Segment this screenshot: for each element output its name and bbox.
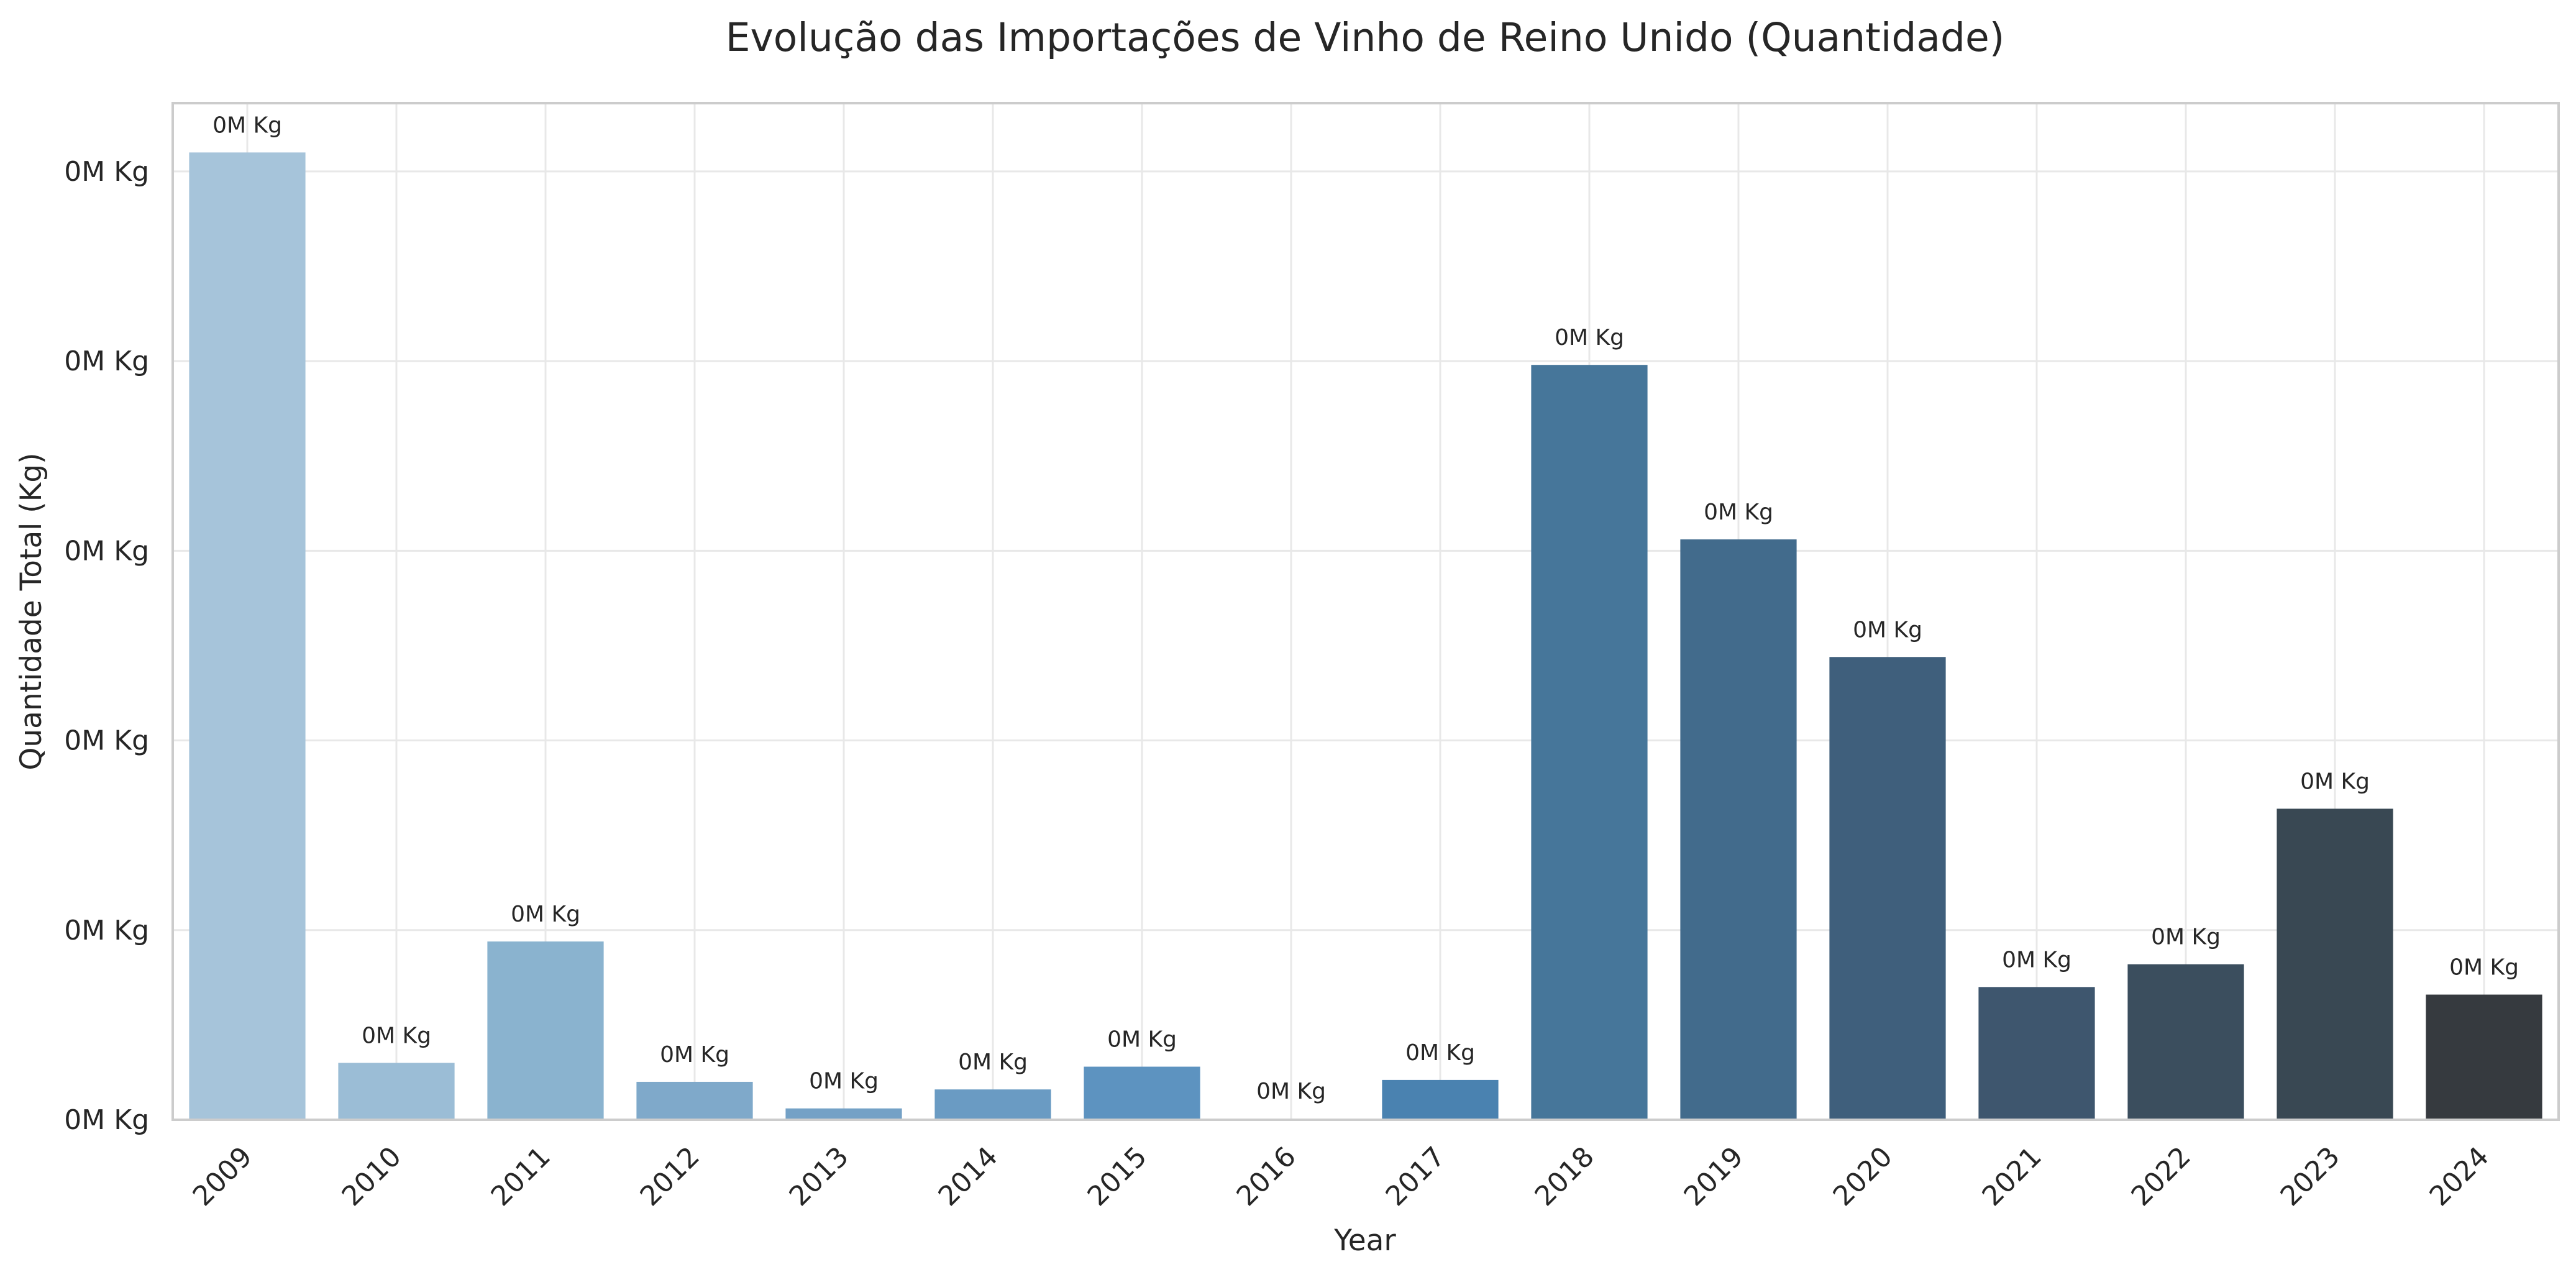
x-tick-label: 2019 [1678, 1141, 1750, 1212]
y-tick-label: 0M Kg [64, 346, 149, 377]
data-label-2024: 0M Kg [2449, 955, 2519, 981]
x-tick-label: 2024 [2424, 1141, 2495, 1212]
data-labels: 0M Kg 0M Kg 0M Kg 0M Kg 0M Kg 0M Kg 0M Kg 0M Kg… [212, 112, 2519, 1104]
x-tick-label: 2017 [1380, 1141, 1451, 1212]
data-label-2011: 0M Kg [511, 902, 580, 927]
x-tick-label: 2020 [1827, 1141, 1899, 1212]
data-label-2009: 0M Kg [212, 112, 282, 138]
bar-2012 [636, 1081, 753, 1120]
chart-title: Evolução das Importações de Vinho de Rei… [726, 15, 2005, 60]
x-tick-label: 2009 [187, 1141, 258, 1212]
y-tick-label: 0M Kg [64, 156, 149, 188]
data-label-2010: 0M Kg [362, 1023, 431, 1048]
bars [189, 152, 2542, 1120]
x-tick-label: 2014 [933, 1141, 1004, 1212]
data-label-2023: 0M Kg [2300, 769, 2370, 794]
bar-2020 [1829, 657, 1946, 1120]
y-tick-label: 0M Kg [64, 725, 149, 757]
bar-2009 [189, 152, 306, 1120]
data-label-2020: 0M Kg [1853, 617, 1922, 643]
x-tick-label: 2023 [2275, 1141, 2346, 1212]
data-label-2019: 0M Kg [1704, 500, 1773, 525]
bar-2023 [2277, 808, 2393, 1120]
data-label-2018: 0M Kg [1555, 325, 1624, 350]
bar-2017 [1382, 1079, 1499, 1120]
x-tick-label: 2011 [485, 1141, 557, 1212]
y-axis-label: Quantidade Total (Kg) [14, 452, 48, 770]
y-tick-label: 0M Kg [64, 1104, 149, 1136]
bar-2024 [2426, 994, 2542, 1120]
bar-2010 [338, 1063, 455, 1120]
x-tick-label: 2018 [1529, 1141, 1601, 1212]
x-axis-label: Year [1333, 1224, 1396, 1258]
grid-lines [173, 103, 2559, 1121]
data-label-2014: 0M Kg [958, 1050, 1028, 1075]
bar-2021 [1978, 987, 2095, 1120]
x-tick-label: 2015 [1082, 1141, 1153, 1212]
x-tick-label: 2021 [1976, 1141, 2048, 1212]
bar-2019 [1680, 539, 1797, 1120]
bar-2013 [785, 1108, 902, 1120]
bar-2011 [487, 941, 604, 1120]
y-tick-label: 0M Kg [64, 535, 149, 567]
data-label-2012: 0M Kg [660, 1042, 729, 1068]
bar-2018 [1531, 365, 1648, 1120]
x-tick-label: 2016 [1231, 1141, 1302, 1212]
data-label-2013: 0M Kg [809, 1069, 879, 1094]
x-tick-label: 2010 [336, 1141, 408, 1212]
x-axis-ticks: 2009 2010 2011 2012 2013 2014 2015 2016 2017 2018… [187, 1141, 2495, 1212]
plot-frame [171, 102, 2560, 1121]
bar-2022 [2127, 964, 2244, 1120]
bar-2014 [934, 1089, 1051, 1120]
x-tick-label: 2013 [783, 1141, 855, 1212]
data-label-2015: 0M Kg [1107, 1027, 1177, 1053]
bar-2015 [1084, 1066, 1200, 1120]
x-tick-label: 2012 [634, 1141, 706, 1212]
data-label-2021: 0M Kg [2002, 947, 2071, 973]
y-axis-ticks: 0M Kg 0M Kg 0M Kg 0M Kg 0M Kg 0M Kg [64, 156, 149, 1136]
data-label-2022: 0M Kg [2151, 925, 2221, 950]
data-label-2016: 0M Kg [1256, 1079, 1326, 1104]
y-tick-label: 0M Kg [64, 915, 149, 946]
x-tick-label: 2022 [2126, 1141, 2197, 1212]
data-label-2017: 0M Kg [1405, 1040, 1475, 1066]
